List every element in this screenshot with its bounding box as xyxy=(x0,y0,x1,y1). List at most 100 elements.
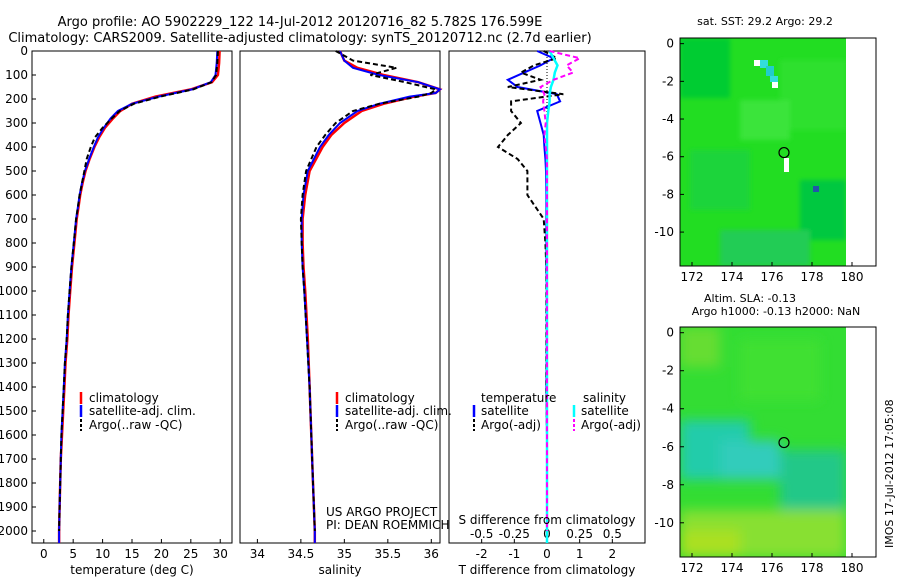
temperature-ytick-label: 600 xyxy=(5,188,28,202)
sla-map-panel: Altim. SLA: -0.13 Argo h1000: -0.13 h200… xyxy=(654,292,877,575)
salinity-xtick-label: 34.5 xyxy=(288,547,315,561)
sla-map-ytick-label: -10 xyxy=(654,516,674,530)
sla-map-title-2: Argo h1000: -0.13 h2000: NaN xyxy=(692,305,861,318)
salinity-satellite-line xyxy=(300,50,443,543)
temperature-xtick-label: 25 xyxy=(183,547,198,561)
difference-xlabel: T difference from climatology xyxy=(458,563,636,577)
missing-cell xyxy=(846,38,876,266)
sla-map-xtick-label: 178 xyxy=(801,561,824,575)
title-line-1: Argo profile: AO 5902229_122 14-Jul-2012… xyxy=(58,15,543,30)
legend-temperature-header: temperature xyxy=(481,391,556,405)
salinity-climatology-line xyxy=(301,50,443,543)
temperature-ytick-label: 500 xyxy=(5,164,28,178)
sla-patch xyxy=(720,440,780,480)
temperature-ytick-label: 400 xyxy=(5,140,28,154)
legend-label-climatology: climatology xyxy=(89,391,159,405)
sst-patch xyxy=(720,230,810,266)
missing-cell xyxy=(846,327,876,557)
temperature-ytick-label: 800 xyxy=(5,236,28,250)
sla-map-ytick-label: -8 xyxy=(662,478,674,492)
sla-map-ytick-label: -6 xyxy=(662,440,674,454)
sla-map-xtick-label: 172 xyxy=(681,561,704,575)
difference-xtick-label: -2 xyxy=(476,547,488,561)
pi-annotation: PI: DEAN ROEMMICH xyxy=(326,518,449,532)
temperature-ytick-label: 900 xyxy=(5,260,28,274)
salinity-argo-line xyxy=(299,50,438,532)
sst-patch xyxy=(740,100,790,140)
sst-map-title: sat. SST: 29.2 Argo: 29.2 xyxy=(697,15,833,28)
temperature-legend: climatology satellite-adj. clim. Argo(..… xyxy=(79,391,196,432)
temperature-ytick-label: 0 xyxy=(20,44,28,58)
temperature-ytick-label: 1100 xyxy=(0,308,28,322)
sst-patch xyxy=(690,150,750,210)
legend-label-satellite: satellite-adj. clim. xyxy=(345,404,452,418)
temperature-axes-frame xyxy=(31,50,233,544)
s-diff-satellite-line xyxy=(545,50,559,543)
sla-map-title-1: Altim. SLA: -0.13 xyxy=(704,292,796,305)
legend-label-t-argo: Argo(-adj) xyxy=(481,418,541,432)
salinity-axes-frame xyxy=(239,50,441,544)
difference-top-tick-label: -0.5 xyxy=(470,527,493,541)
sst-patch xyxy=(680,38,730,98)
temperature-xtick-label: 5 xyxy=(69,547,77,561)
sst-map-xtick-label: 174 xyxy=(721,270,744,284)
salinity-xtick-label: 34 xyxy=(250,547,265,561)
missing-cell xyxy=(772,82,778,88)
sla-map-xtick-label: 174 xyxy=(721,561,744,575)
temperature-panel: 0100200300400500600700800900100011001200… xyxy=(0,44,233,577)
sst-map-ytick-label: 0 xyxy=(666,37,674,51)
legend-label-climatology: climatology xyxy=(345,391,415,405)
sla-map-xtick-label: 176 xyxy=(761,561,784,575)
t-diff-satellite-line xyxy=(505,50,562,543)
argo-float-marker xyxy=(778,436,790,449)
legend-label-t-satellite: satellite xyxy=(481,404,529,418)
temperature-xtick-label: 10 xyxy=(95,547,110,561)
sst-cell xyxy=(760,60,768,68)
temperature-ytick-label: 1800 xyxy=(0,476,28,490)
sla-patch xyxy=(740,340,820,400)
legend-label-s-argo: Argo(-adj) xyxy=(581,418,641,432)
t-diff-argo-line xyxy=(496,50,564,531)
difference-legend: temperature salinity satellite Argo(-adj… xyxy=(472,391,641,432)
sst-map-xtick-label: 176 xyxy=(761,270,784,284)
salinity-xtick-label: 36 xyxy=(424,547,439,561)
sla-map-ytick-label: -4 xyxy=(662,402,674,416)
sla-map-ytick-label: 0 xyxy=(666,326,674,340)
sla-patch xyxy=(680,327,720,367)
sst-map-ytick-label: -10 xyxy=(654,225,674,239)
temperature-ytick-label: 1600 xyxy=(0,428,28,442)
temperature-xtick-label: 30 xyxy=(213,547,228,561)
difference-top-xlabel: S difference from climatology xyxy=(459,513,636,527)
argo-float-marker xyxy=(778,146,790,159)
sst-map-xtick-label: 180 xyxy=(841,270,864,284)
salinity-xtick-label: 35 xyxy=(337,547,352,561)
temperature-ytick-label: 1200 xyxy=(0,332,28,346)
sla-map-frame xyxy=(679,326,877,558)
sst-map-frame xyxy=(679,37,877,267)
salinity-xtick-label: 35.5 xyxy=(374,547,401,561)
temperature-climatology-line xyxy=(57,50,221,543)
difference-xtick-label: -1 xyxy=(508,547,520,561)
temperature-ytick-label: 700 xyxy=(5,212,28,226)
difference-top-tick-label: 0.25 xyxy=(566,527,593,541)
difference-xtick-label: 2 xyxy=(609,547,617,561)
sst-map-xtick-label: 178 xyxy=(801,270,824,284)
temperature-ytick-label: 1300 xyxy=(0,356,28,370)
salinity-panel: 34 34.5 35 35.5 36 salinity climatology sate… xyxy=(239,50,452,577)
sla-patch xyxy=(780,450,846,510)
temperature-xtick-label: 20 xyxy=(154,547,169,561)
sst-map-ytick-label: -2 xyxy=(662,74,674,88)
temperature-xlabel: temperature (deg C) xyxy=(70,563,193,577)
legend-label-argo: Argo(..raw -QC) xyxy=(345,418,438,432)
sst-map-ytick-label: -6 xyxy=(662,150,674,164)
temperature-ytick-label: 1900 xyxy=(0,500,28,514)
temperature-ytick-label: 100 xyxy=(5,68,28,82)
difference-xtick-label: 1 xyxy=(576,547,584,561)
sst-map-panel: sat. SST: 29.2 Argo: 29.2 172 174 176 178 18… xyxy=(654,15,877,284)
temperature-satellite-line xyxy=(58,50,219,543)
difference-top-tick-label: -0.25 xyxy=(499,527,530,541)
legend-label-satellite: satellite-adj. clim. xyxy=(89,404,196,418)
sst-cell xyxy=(766,66,774,76)
sst-map-xtick-label: 172 xyxy=(681,270,704,284)
